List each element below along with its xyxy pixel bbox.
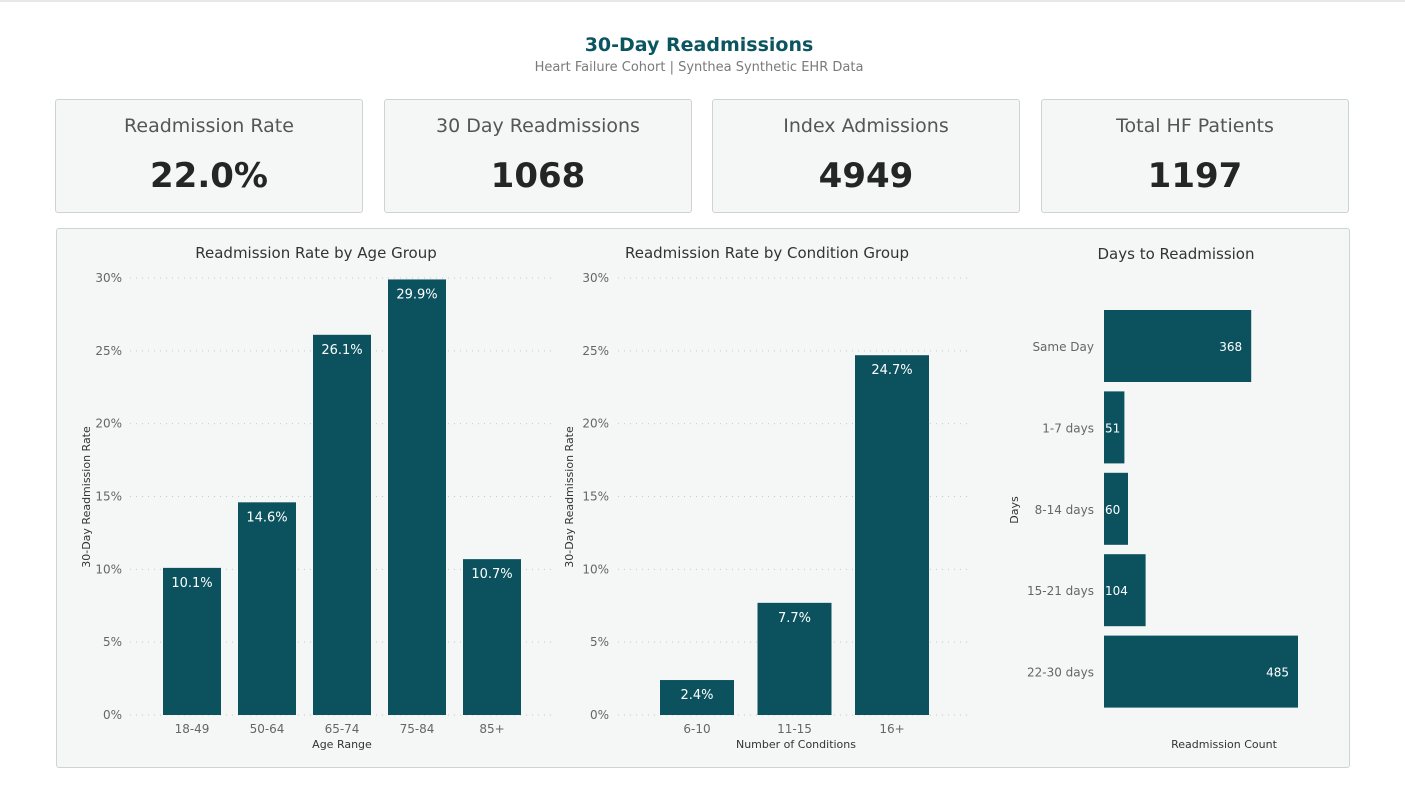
kpi-label: Total HF Patients: [1116, 115, 1274, 137]
y-tick-label: 10%: [582, 562, 609, 576]
y-tick-label: 22-30 days: [1027, 666, 1094, 680]
bar-6-10: [660, 680, 734, 715]
y-tick-label: 30%: [95, 271, 122, 285]
kpi-label: Readmission Rate: [124, 115, 294, 137]
chart-title: Readmission Rate by Age Group: [195, 244, 437, 262]
bar-65-74: [313, 334, 371, 715]
y-tick-label: 5%: [103, 635, 122, 649]
bar-85+: [463, 559, 521, 715]
y-tick-label: 0%: [103, 708, 122, 722]
data-label: 51: [1105, 421, 1120, 435]
page-subtitle: Heart Failure Cohort | Synthea Synthetic…: [534, 60, 864, 75]
y-tick-label: 15-21 days: [1027, 584, 1094, 598]
bar-18-49: [163, 567, 221, 715]
bar-1-7 days: [1104, 391, 1125, 464]
y-tick-label: 5%: [590, 635, 609, 649]
x-tick-label: 85+: [479, 722, 504, 736]
x-tick-label: 6-10: [683, 722, 710, 736]
y-tick-label: 25%: [582, 344, 609, 358]
data-label: 60: [1105, 503, 1120, 517]
data-label: 7.7%: [778, 611, 811, 626]
kpi-card-30-day-readmissions[interactable]: 30 Day Readmissions 1068: [384, 99, 692, 213]
y-tick-label: 10%: [95, 562, 122, 576]
y-tick-label: Same Day: [1032, 340, 1094, 354]
x-tick-label: 65-74: [325, 722, 360, 736]
kpi-card-readmission-rate[interactable]: Readmission Rate 22.0%: [55, 99, 363, 213]
x-tick-label: 75-84: [400, 722, 435, 736]
data-label: 26.1%: [321, 343, 362, 358]
kpi-value: 1068: [490, 156, 586, 196]
y-tick-label: 15%: [582, 490, 609, 504]
y-tick-label: 20%: [582, 417, 609, 431]
kpi-card-total-hf-patients[interactable]: Total HF Patients 1197: [1041, 99, 1349, 213]
y-tick-label: 25%: [95, 344, 122, 358]
bar-Same Day: [1104, 310, 1252, 382]
y-tick-label: 1-7 days: [1042, 421, 1094, 435]
bar-75-84: [388, 279, 446, 715]
y-axis-title: Days: [1008, 496, 1021, 524]
page-title: 30-Day Readmissions: [584, 34, 814, 56]
data-label: 485: [1266, 666, 1289, 680]
chart-title: Readmission Rate by Condition Group: [625, 244, 909, 262]
data-label: 368: [1219, 340, 1242, 354]
y-tick-label: 0%: [590, 708, 609, 722]
data-label: 10.7%: [471, 567, 512, 582]
data-label: 2.4%: [680, 688, 713, 703]
x-tick-label: 18-49: [175, 722, 210, 736]
y-axis-title: 30-Day Readmission Rate: [563, 426, 576, 568]
x-axis-title: Age Range: [312, 738, 372, 751]
data-label: 14.6%: [246, 510, 287, 525]
data-label: 29.9%: [396, 287, 437, 302]
bar-8-14 days: [1104, 472, 1128, 545]
y-tick-label: 30%: [582, 271, 609, 285]
bar-50-64: [238, 502, 296, 715]
x-tick-label: 11-15: [777, 722, 812, 736]
kpi-card-index-admissions[interactable]: Index Admissions 4949: [712, 99, 1020, 213]
y-axis-title: 30-Day Readmission Rate: [80, 426, 93, 568]
data-label: 104: [1105, 584, 1128, 598]
kpi-label: 30 Day Readmissions: [436, 115, 640, 137]
y-tick-label: 15%: [95, 490, 122, 504]
x-tick-label: 50-64: [250, 722, 285, 736]
data-label: 24.7%: [871, 363, 912, 378]
y-tick-label: 8-14 days: [1035, 503, 1094, 517]
bar-22-30 days: [1104, 635, 1298, 708]
kpi-value: 22.0%: [150, 156, 268, 196]
y-tick-label: 20%: [95, 417, 122, 431]
x-tick-label: 16+: [879, 722, 904, 736]
x-axis-title: Number of Conditions: [736, 738, 856, 751]
x-axis-title: Readmission Count: [1171, 738, 1277, 751]
chart-title: Days to Readmission: [1098, 245, 1255, 263]
data-label: 10.1%: [171, 576, 212, 591]
top-divider: [0, 0, 1405, 2]
kpi-label: Index Admissions: [783, 115, 949, 137]
kpi-value: 4949: [818, 156, 914, 196]
bar-11-15: [757, 602, 832, 715]
bar-16+: [855, 355, 929, 715]
bar-15-21 days: [1104, 554, 1146, 627]
kpi-value: 1197: [1147, 156, 1243, 196]
